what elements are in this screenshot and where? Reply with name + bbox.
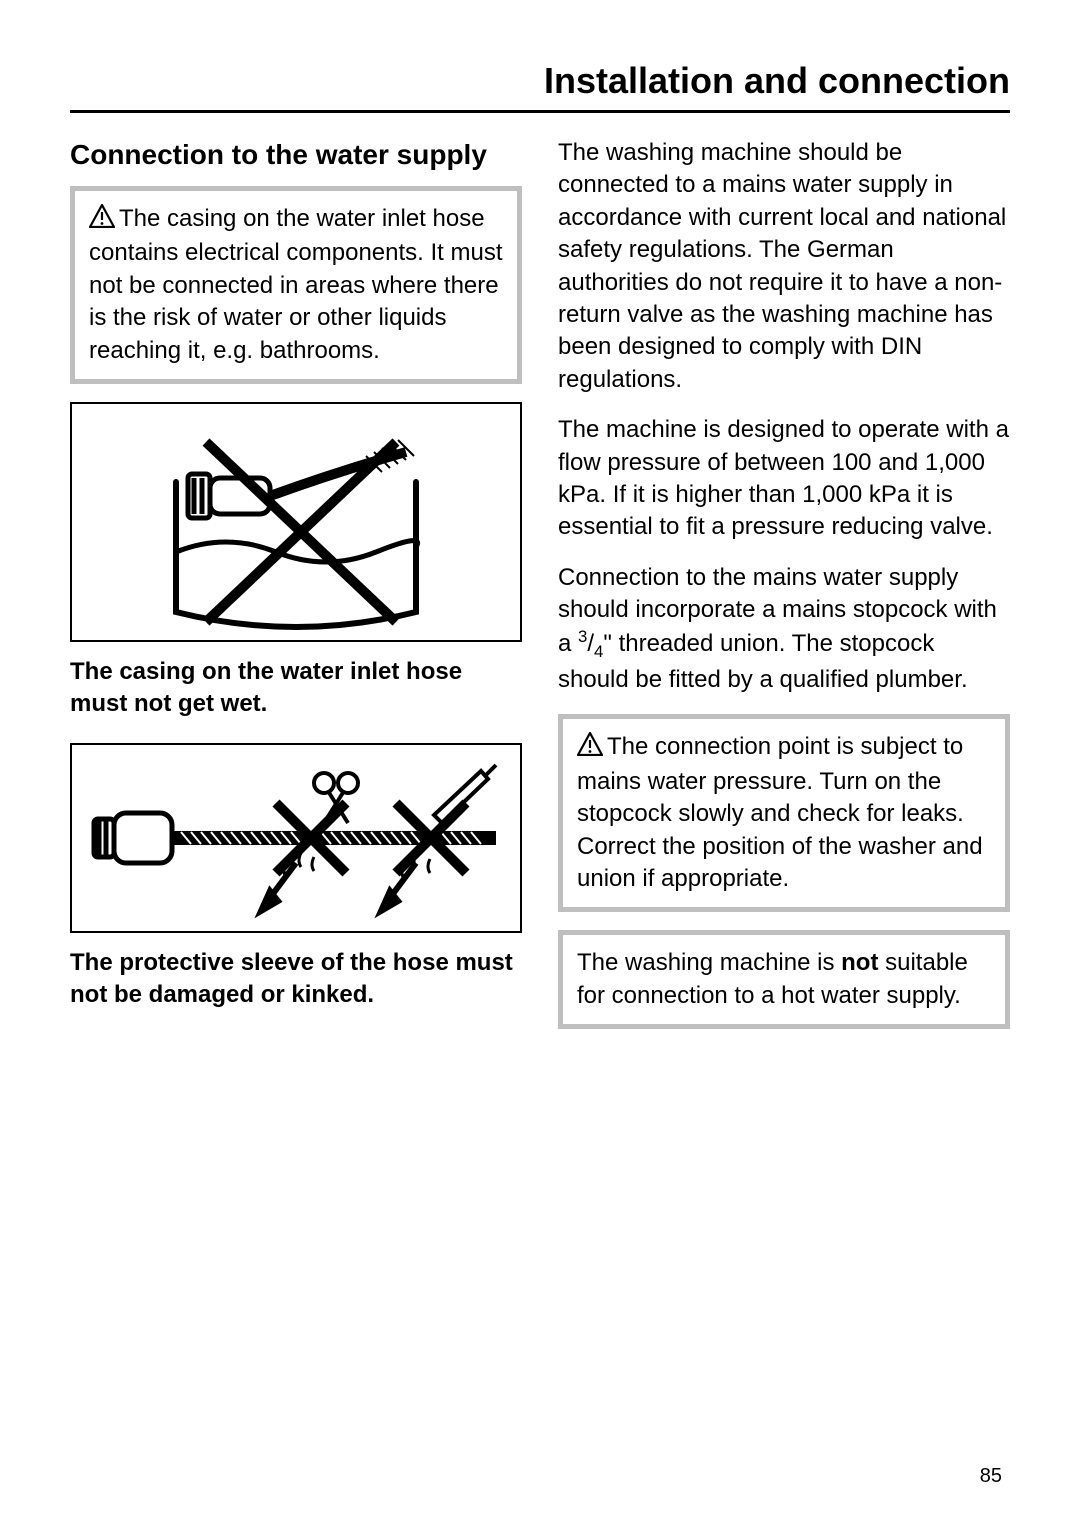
text: The washing machine is [577,949,841,976]
two-column-layout: Connection to the water supply The casin… [70,137,1010,1047]
warning-text: The connection point is subject to mains… [577,733,983,892]
warning-box-electrical: The casing on the water inlet hose conta… [70,186,522,384]
page-title: Installation and connection [70,60,1010,113]
manual-page: Installation and connection Connection t… [0,0,1080,1532]
fraction-denominator: 4 [594,642,603,661]
note-box-hot-water: The washing machine is not suitable for … [558,930,1010,1029]
figure-caption-1: The casing on the water inlet hose must … [70,656,522,721]
figure-do-not-damage-hose [70,743,522,933]
warning-icon [89,204,115,237]
paragraph-pressure: The machine is designed to operate with … [558,414,1010,544]
figure-caption-2: The protective sleeve of the hose must n… [70,947,522,1012]
paragraph-stopcock: Connection to the mains water supply sho… [558,562,1010,697]
right-column: The washing machine should be connected … [558,137,1010,1047]
fraction-numerator: 3 [578,627,587,646]
paragraph-regulations: The washing machine should be connected … [558,137,1010,396]
warning-box-leaks: The connection point is subject to mains… [558,714,1010,912]
left-column: Connection to the water supply The casin… [70,137,522,1047]
figure-do-not-submerge [70,402,522,642]
text: " threaded union. The stopcock should be… [558,630,968,692]
warning-text: The casing on the water inlet hose conta… [89,205,503,364]
page-number: 85 [980,1465,1002,1488]
emphasis-not: not [841,949,878,976]
section-heading: Connection to the water supply [70,137,522,172]
warning-icon [577,732,603,765]
